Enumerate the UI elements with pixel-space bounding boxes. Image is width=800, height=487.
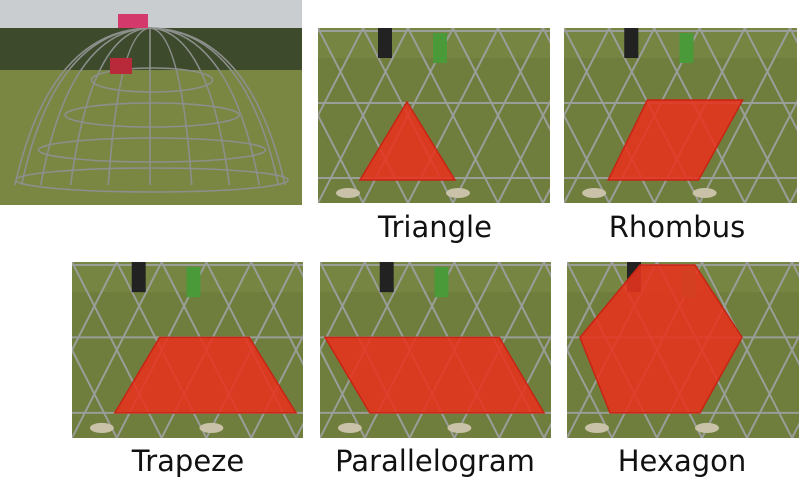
child-green <box>434 267 449 298</box>
person-legs <box>379 262 394 293</box>
lattice-strut <box>452 28 544 203</box>
lattice-strut <box>72 347 118 438</box>
lattice-strut <box>564 28 611 118</box>
dome-strut <box>39 27 151 186</box>
panel-photo-rhombus <box>564 28 797 203</box>
child-green <box>679 33 694 63</box>
panel-photo-parallelogram <box>320 262 551 438</box>
footing-stone <box>692 188 717 198</box>
child-green <box>433 33 447 63</box>
dome-ring <box>14 167 290 193</box>
dome-strut <box>149 27 231 186</box>
lattice-strut <box>698 28 791 203</box>
label-triangle: Triangle <box>378 210 492 244</box>
label-rhombus: Rhombus <box>608 210 746 244</box>
highlighted-shape <box>606 99 745 181</box>
highlighted-shape <box>579 264 743 414</box>
footing-stone <box>582 188 607 198</box>
panel-photo-hexagon <box>567 262 799 438</box>
footing-stone <box>337 422 362 433</box>
panel-photo-triangle <box>318 28 550 203</box>
lattice-strut <box>318 113 364 203</box>
label-trapeze: Trapeze <box>131 444 245 478</box>
label-hexagon: Hexagon <box>617 444 747 478</box>
dome-ring <box>90 67 214 93</box>
panel-photo-trapeze <box>72 262 303 438</box>
dome-strut <box>149 27 286 186</box>
dome-strut <box>20 27 151 186</box>
person-legs <box>131 262 146 293</box>
person-legs <box>624 28 639 58</box>
footing-stone <box>695 422 719 433</box>
lattice-strut <box>701 262 793 438</box>
child <box>118 14 148 28</box>
lattice-strut <box>72 262 118 353</box>
dome-ring <box>37 137 267 163</box>
lattice-strut <box>318 28 409 203</box>
footing-stone <box>89 422 114 433</box>
dome-strut <box>69 27 151 186</box>
overview-dome-photo <box>0 0 302 205</box>
footing-stone <box>446 188 470 198</box>
lattice-strut <box>72 262 163 438</box>
footing-stone <box>199 422 224 433</box>
lattice-strut <box>743 99 797 203</box>
dome-strut <box>149 27 261 186</box>
highlighted-shape <box>358 100 457 181</box>
footing-stone <box>336 188 360 198</box>
lattice-strut <box>567 262 613 353</box>
footing-stone <box>447 422 472 433</box>
footing-stone <box>585 422 609 433</box>
highlighted-shape <box>113 336 298 414</box>
person-legs <box>378 28 392 58</box>
lattice-strut <box>320 262 366 353</box>
child <box>110 58 132 74</box>
highlighted-shape <box>323 336 546 414</box>
lattice-strut <box>746 334 799 438</box>
child-green <box>186 267 201 298</box>
lattice-strut <box>497 99 550 203</box>
lattice-strut <box>564 113 611 203</box>
lattice-strut <box>320 347 366 438</box>
lattice-strut <box>567 347 613 438</box>
label-parallelogram: Parallelogram <box>335 444 535 478</box>
dome-ring <box>64 102 240 128</box>
lattice-strut <box>318 28 364 118</box>
lattice-strut <box>564 28 656 203</box>
